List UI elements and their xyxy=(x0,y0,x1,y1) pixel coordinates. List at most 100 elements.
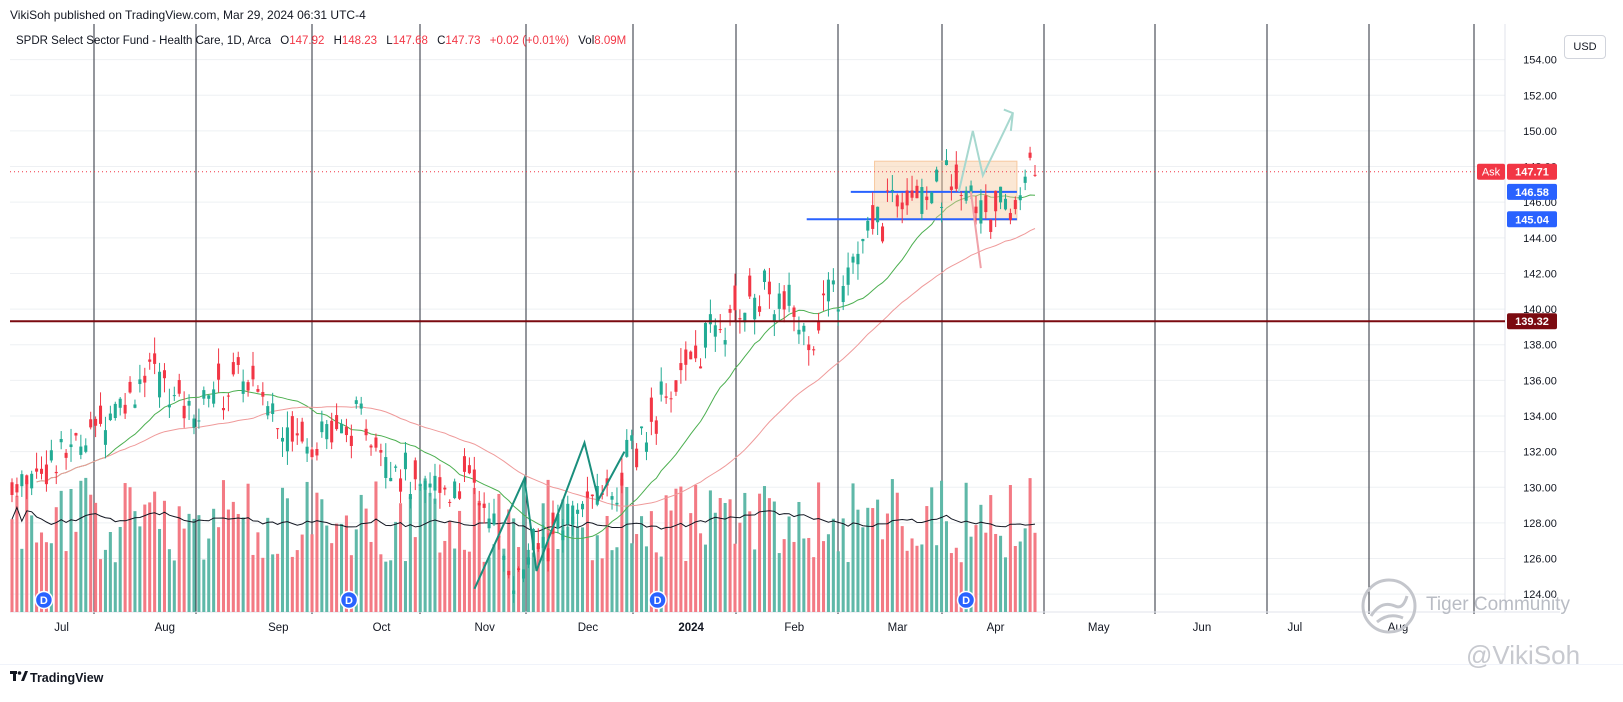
tradingview-logo-icon xyxy=(10,671,30,685)
candle-body xyxy=(708,314,712,325)
volume-bar xyxy=(20,548,24,612)
candle-body xyxy=(30,473,34,489)
price-label-bg xyxy=(1507,313,1557,330)
volume-bar xyxy=(777,553,781,612)
price-label: 146.58 xyxy=(1515,187,1549,199)
candle-body xyxy=(1028,152,1032,158)
volume-bar xyxy=(413,537,417,612)
volume-bar xyxy=(335,523,339,612)
legend-high: 148.23 xyxy=(341,35,378,47)
volume-bar xyxy=(802,538,806,612)
candle-body xyxy=(364,428,368,436)
volume-bar xyxy=(620,478,624,612)
volume-bar xyxy=(605,515,609,612)
candle-body xyxy=(113,403,117,418)
x-tick-label: Nov xyxy=(474,622,495,634)
volume-bar xyxy=(59,490,63,612)
candle-body xyxy=(743,312,747,323)
candle-body xyxy=(1018,195,1022,201)
candle-body xyxy=(384,457,388,478)
x-tick-label: Dec xyxy=(578,622,599,634)
candle-body xyxy=(148,359,152,362)
candle-body xyxy=(969,185,973,194)
candle-body xyxy=(772,314,776,322)
volume-bar xyxy=(635,534,639,612)
dividend-marker-circle xyxy=(34,590,54,610)
y-tick-label: 138.00 xyxy=(1523,340,1557,352)
volume-bar xyxy=(403,561,407,612)
candle-body xyxy=(212,389,216,404)
ma-fast-line xyxy=(36,193,1036,539)
volume-bar xyxy=(305,481,309,612)
candle-body xyxy=(930,192,934,204)
dividend-marker-circle xyxy=(339,590,359,610)
candle-body xyxy=(885,190,889,192)
candle-body xyxy=(103,430,107,445)
volume-bar xyxy=(836,551,840,612)
volume-bar xyxy=(585,491,589,612)
dividend-marker-label: D xyxy=(345,595,353,607)
volume-bar xyxy=(507,509,511,612)
volume-bar xyxy=(689,513,693,612)
currency-button[interactable]: USD xyxy=(1564,35,1606,59)
volume-bar xyxy=(138,526,142,612)
candle-body xyxy=(241,381,245,394)
volume-bar xyxy=(925,506,929,612)
volume-bar xyxy=(1008,485,1012,612)
symbol-legend[interactable]: SPDR Select Sector Fund - Health Care, 1… xyxy=(16,35,626,47)
volume-bar xyxy=(866,507,870,612)
candle-body xyxy=(964,190,968,201)
candle-body xyxy=(861,239,865,242)
price-label-bg xyxy=(1507,211,1557,228)
volume-bar xyxy=(900,526,904,612)
volume-bar xyxy=(477,500,481,612)
volume-bar xyxy=(703,544,708,612)
legend-c-label: C xyxy=(437,35,446,47)
candle-body xyxy=(89,419,93,428)
candle-body xyxy=(251,365,255,380)
candle-body xyxy=(458,491,462,499)
candle-body xyxy=(502,555,506,560)
price-label-bg xyxy=(1507,163,1557,180)
candle-body xyxy=(138,379,142,385)
candle-body xyxy=(546,548,550,562)
candle-body xyxy=(664,396,668,398)
volume-bar xyxy=(251,554,255,612)
volume-bar xyxy=(462,549,467,612)
candle-body xyxy=(580,503,585,510)
volume-bar xyxy=(895,492,899,612)
volume-bar xyxy=(35,542,39,612)
candle-body xyxy=(207,395,211,399)
candle-body xyxy=(123,404,127,414)
candle-body xyxy=(689,351,693,360)
candle-body xyxy=(15,484,19,493)
volume-bar xyxy=(807,537,811,612)
volume-bar xyxy=(428,492,432,612)
candle-body xyxy=(748,275,752,297)
volume-bar xyxy=(217,527,221,612)
volume-bar xyxy=(964,482,968,612)
volume-bar xyxy=(738,522,742,612)
candle-body xyxy=(576,509,580,514)
y-tick-label: 124.00 xyxy=(1523,589,1557,601)
volume-bar xyxy=(290,556,294,612)
candle-body xyxy=(866,220,870,231)
candle-body xyxy=(871,205,875,229)
volume-bar xyxy=(118,526,122,612)
candle-body xyxy=(949,186,953,190)
candle-body xyxy=(492,513,496,525)
volume-bar xyxy=(49,543,53,612)
legend-h-label: H xyxy=(333,35,342,47)
tradingview-logo[interactable]: TradingView xyxy=(10,671,103,685)
candle-body xyxy=(900,202,904,210)
candle-body xyxy=(640,426,644,429)
x-tick-label: Mar xyxy=(888,622,908,634)
candle-body xyxy=(895,195,899,207)
candle-body xyxy=(526,557,530,565)
volume-bar xyxy=(354,529,358,612)
candle-body xyxy=(1033,174,1037,176)
candle-body xyxy=(851,256,855,263)
candle-body xyxy=(202,390,206,399)
candle-body xyxy=(915,185,919,199)
